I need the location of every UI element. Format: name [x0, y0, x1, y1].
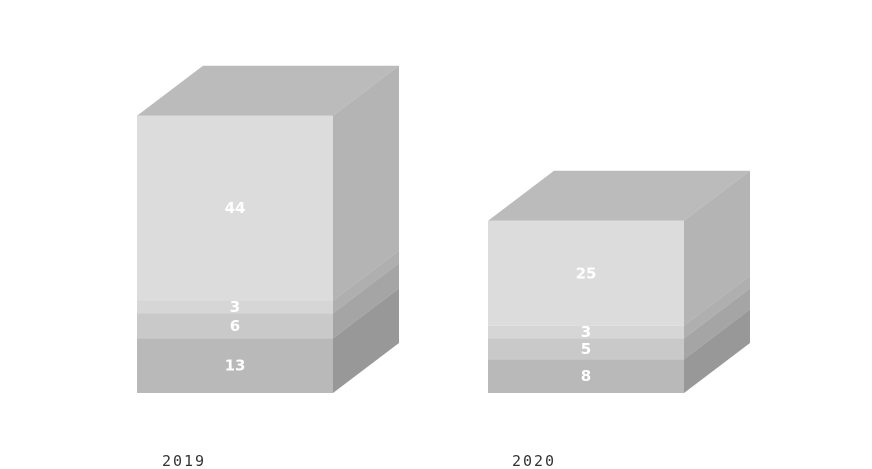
bar-side-2020-seg-3 — [684, 170, 750, 326]
bar-segment-2019-seg-0 — [137, 338, 333, 393]
bar-top-2020 — [488, 170, 750, 221]
data-label-2019-seg-2: 3 — [230, 298, 240, 316]
bar-segment-2020-seg-1 — [488, 338, 684, 360]
data-label-2020-seg-0: 8 — [581, 367, 591, 385]
category-label-2019: 2019 — [162, 452, 206, 469]
data-label-2019-seg-1: 6 — [230, 317, 240, 335]
bar-side-2020-seg-1 — [684, 288, 750, 360]
category-label-2020: 2020 — [512, 452, 556, 469]
data-label-2020-seg-1: 5 — [581, 340, 591, 358]
bar-segment-2019-seg-2 — [137, 300, 333, 314]
bar-segment-2019-seg-3 — [137, 115, 333, 301]
bar-side-2020-seg-2 — [684, 275, 750, 339]
data-label-2020-seg-3: 25 — [576, 264, 597, 282]
data-label-2020-seg-2: 3 — [581, 323, 591, 341]
bar-side-2020-seg-0 — [684, 309, 750, 393]
bar-side-2019-seg-2 — [333, 250, 399, 314]
data-label-2019-seg-3: 44 — [225, 199, 246, 217]
bar-side-2019-seg-1 — [333, 263, 399, 339]
bar-segment-2020-seg-2 — [488, 325, 684, 339]
bar-stack-2019: 13 63 44 — [137, 65, 399, 393]
bar-segment-2020-seg-3 — [488, 220, 684, 326]
data-label-2019-seg-0: 13 — [225, 357, 246, 375]
bar-side-2019-seg-0 — [333, 288, 399, 393]
bar-segment-2019-seg-1 — [137, 313, 333, 339]
bar-stack-2020: 8 53 25 — [488, 170, 750, 393]
bar-side-2019-seg-3 — [333, 65, 399, 301]
bar-top-2019 — [137, 65, 399, 116]
bar-segment-2020-seg-0 — [488, 359, 684, 393]
